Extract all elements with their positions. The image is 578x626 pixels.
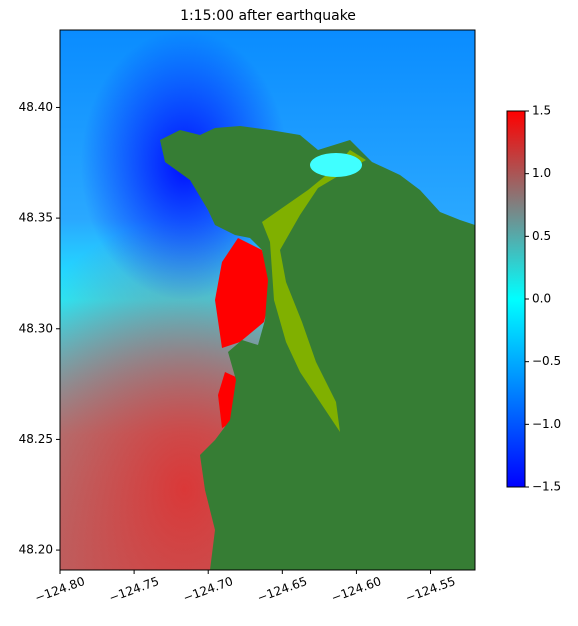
x-tick-label: −124.60 bbox=[329, 574, 383, 605]
colorbar-tick-label: 1.5 bbox=[532, 104, 551, 118]
y-tick-label: 48.30 bbox=[19, 321, 53, 335]
colorbar-tick-label: 0.5 bbox=[532, 229, 551, 243]
colorbar-tick-label: −1.5 bbox=[532, 480, 561, 494]
colorbar-tick-label: 0.0 bbox=[532, 292, 551, 306]
x-tick-label: −124.70 bbox=[181, 574, 235, 605]
colorbar-tick-label: 1.0 bbox=[532, 166, 551, 180]
y-tick-label: 48.40 bbox=[19, 100, 53, 114]
colorbar-tick-label: −0.5 bbox=[532, 354, 561, 368]
y-tick-label: 48.35 bbox=[19, 211, 53, 225]
colorbar-tick-label: −1.0 bbox=[532, 417, 561, 431]
x-tick-label: −124.80 bbox=[33, 574, 87, 605]
x-tick-label: −124.75 bbox=[107, 574, 161, 605]
x-tick-label: −124.65 bbox=[255, 574, 309, 605]
map-image bbox=[60, 30, 475, 570]
y-tick-label: 48.25 bbox=[19, 432, 53, 446]
x-tick-label: −124.55 bbox=[404, 574, 458, 605]
axes-frame bbox=[59, 29, 476, 571]
chart-title: 1:15:00 after earthquake bbox=[180, 8, 356, 24]
y-tick-label: 48.20 bbox=[19, 543, 53, 557]
colorbar bbox=[506, 110, 526, 488]
